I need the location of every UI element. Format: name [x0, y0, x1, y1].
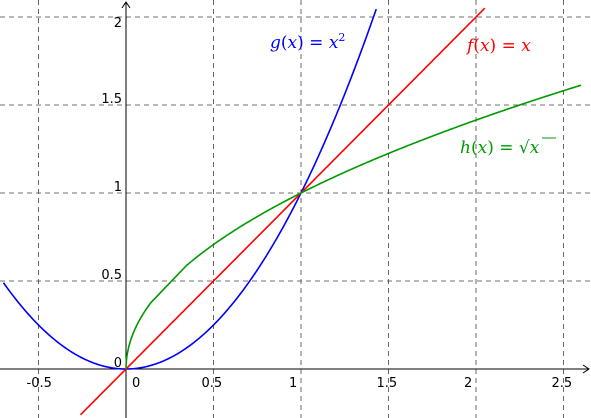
series-line-0 [2, 8, 378, 370]
tick-labels: -0.5 0 0.5 1 1.5 2 2.5 0 0.5 1 1.5 2 [27, 16, 573, 391]
y-tick-label: 1 [114, 180, 122, 195]
label-h: h(x) = √x [460, 138, 540, 158]
y-tick-label: 0.5 [101, 268, 122, 283]
series-line-1 [79, 7, 486, 416]
label-g: g(x) = x2 [270, 31, 345, 53]
y-axis-arrow [121, 1, 131, 9]
label-f: f(x) = x [465, 36, 531, 56]
x-tick-label: 1.5 [377, 376, 398, 391]
y-tick-label: 0 [114, 356, 122, 371]
y-tick-label: 2 [114, 16, 122, 31]
x-tick-label: 2 [464, 376, 472, 391]
x-tick-label: 2.5 [552, 376, 573, 391]
function-curves [2, 7, 582, 416]
x-tick-label: 0.5 [202, 376, 223, 391]
x-tick-label: 1 [289, 376, 297, 391]
x-axis-arrow [582, 364, 590, 374]
x-tick-label: 0 [132, 376, 140, 391]
series-line-2 [125, 84, 582, 370]
y-tick-label: 1.5 [101, 92, 122, 107]
x-tick-label: -0.5 [27, 376, 52, 391]
